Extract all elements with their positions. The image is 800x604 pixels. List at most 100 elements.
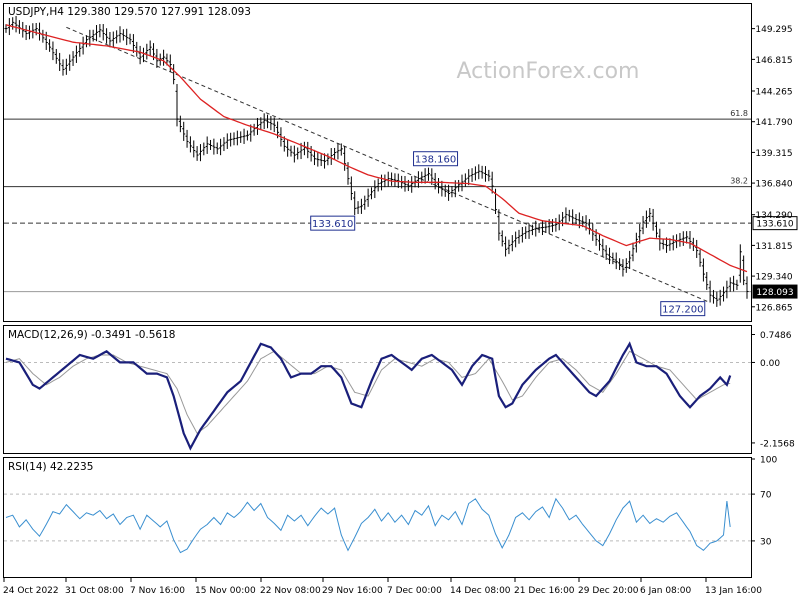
price-bar	[101, 24, 105, 41]
price-bar	[202, 142, 206, 156]
rsi-tick-label: 70	[760, 491, 772, 501]
price-bar	[631, 242, 635, 262]
time-tick-label: 24 Oct 2022	[3, 586, 59, 596]
price-bar	[339, 143, 343, 156]
price-bar	[24, 25, 28, 41]
price-bar	[745, 276, 749, 299]
annotation-127-200: 127.200	[660, 301, 706, 317]
price-bar	[722, 286, 726, 302]
price-bar	[728, 277, 732, 292]
price-panel: ActionForex.com 61.8 38.2 133.610 128.093 1…	[3, 3, 798, 322]
time-tick-label: 6 Jan 08:00	[640, 586, 692, 596]
price-bar	[105, 28, 109, 44]
price-bar	[661, 238, 665, 250]
rsi-tick-label: 100	[760, 456, 777, 466]
price-bar	[121, 29, 125, 41]
price-bar	[507, 239, 511, 255]
price-bar	[671, 235, 675, 251]
price-bar	[678, 232, 682, 247]
price-bar	[540, 220, 544, 236]
macd-title: MACD(12,26,9) -0.3491 -0.5618	[8, 329, 175, 341]
time-tick-label: 22 Nov 08:00	[260, 586, 321, 596]
price-bar	[178, 115, 182, 133]
price-bar	[98, 24, 102, 38]
price-bar	[497, 209, 501, 241]
price-bar	[450, 185, 454, 198]
price-bar	[115, 30, 119, 44]
time-tick-label: 7 Dec 00:00	[387, 586, 442, 596]
svg-text:138.160: 138.160	[415, 155, 456, 166]
price-bar	[608, 247, 612, 265]
price-bar	[78, 43, 82, 57]
price-bar	[457, 179, 461, 192]
price-bar	[520, 226, 524, 243]
price-bar	[524, 226, 528, 239]
price-bar	[504, 236, 508, 257]
price-bar	[564, 207, 568, 225]
price-bar	[571, 209, 575, 226]
price-bar	[554, 217, 558, 232]
price-bar	[393, 173, 397, 187]
price-bar	[312, 149, 316, 166]
price-bar	[738, 244, 742, 283]
price-bar	[490, 171, 494, 194]
price-bar	[601, 238, 605, 257]
level-tag-text-current: 128.093	[756, 288, 793, 298]
price-bar	[343, 146, 347, 171]
price-bar	[685, 231, 689, 244]
price-bar	[654, 221, 658, 238]
price-bar	[467, 169, 471, 186]
price-bar	[111, 31, 115, 48]
price-bar	[621, 259, 625, 277]
price-bar	[162, 49, 166, 66]
price-bar	[628, 250, 632, 270]
price-bar	[725, 280, 729, 299]
price-bar	[420, 171, 424, 184]
price-bar	[708, 280, 712, 303]
price-bar	[483, 166, 487, 182]
price-bar	[470, 168, 474, 182]
price-bar	[527, 223, 531, 239]
price-bar	[131, 34, 135, 53]
price-bar	[192, 140, 196, 158]
price-bar	[574, 213, 578, 224]
price-bar	[74, 45, 78, 63]
price-bar	[219, 138, 223, 156]
level-tag-current	[752, 284, 798, 299]
price-bar	[336, 143, 340, 160]
price-bar	[269, 115, 273, 131]
price-bar	[567, 209, 571, 222]
price-bar	[443, 184, 447, 197]
price-bar	[735, 279, 739, 290]
price-bar	[195, 146, 199, 161]
price-tick-label: 129.340	[755, 273, 792, 283]
price-bar	[463, 173, 467, 187]
time-tick-label: 21 Dec 16:00	[514, 586, 575, 596]
time-tick-label: 7 Nov 16:00	[130, 586, 185, 596]
price-bar	[356, 201, 360, 215]
price-bar	[95, 25, 99, 42]
price-bar	[64, 58, 68, 75]
price-bar	[732, 275, 736, 292]
price-bar	[618, 258, 622, 271]
price-bar	[473, 166, 477, 181]
price-bar	[353, 191, 357, 216]
price-bar	[359, 198, 363, 214]
price-bar	[688, 231, 692, 249]
price-bar	[68, 54, 72, 71]
price-bar	[91, 29, 95, 42]
price-bar	[376, 178, 380, 192]
price-bar	[644, 210, 648, 228]
price-bar	[597, 234, 601, 251]
price-bar	[51, 41, 55, 61]
price-bar	[487, 169, 491, 182]
rsi-tick-label: 30	[760, 537, 772, 547]
price-bar	[447, 184, 451, 201]
price-bar	[323, 153, 327, 169]
price-bar	[380, 174, 384, 191]
price-tick-label: 141.790	[755, 118, 792, 128]
svg-text:127.200: 127.200	[662, 305, 703, 316]
price-bar	[333, 147, 337, 160]
price-bar	[648, 208, 652, 222]
